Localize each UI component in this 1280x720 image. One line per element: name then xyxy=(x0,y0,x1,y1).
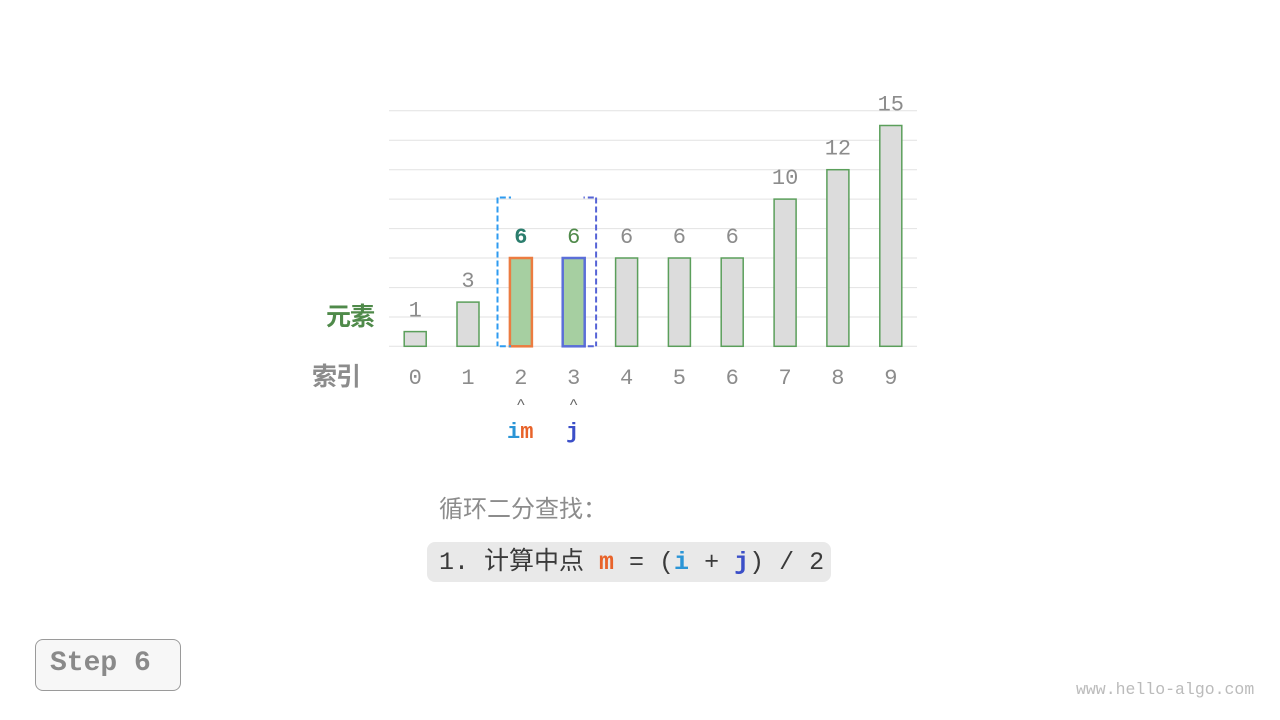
svg-text:6: 6 xyxy=(673,225,686,250)
svg-text:9: 9 xyxy=(884,366,897,391)
svg-text:7: 7 xyxy=(778,366,791,391)
svg-text:1: 1 xyxy=(409,299,422,324)
svg-text:6: 6 xyxy=(514,225,527,250)
svg-text:3: 3 xyxy=(461,269,474,294)
svg-text:6: 6 xyxy=(726,366,739,391)
svg-text:2: 2 xyxy=(514,366,527,391)
svg-text:6: 6 xyxy=(567,225,580,250)
svg-text:5: 5 xyxy=(673,366,686,391)
svg-text:12: 12 xyxy=(825,137,851,162)
svg-text:1: 1 xyxy=(461,366,474,391)
svg-text:8: 8 xyxy=(831,366,844,391)
svg-text:4: 4 xyxy=(620,366,633,391)
svg-text:10: 10 xyxy=(772,166,798,191)
svg-text:0: 0 xyxy=(409,366,422,391)
svg-text:6: 6 xyxy=(726,225,739,250)
svg-text:3: 3 xyxy=(567,366,580,391)
svg-text:15: 15 xyxy=(878,93,904,118)
svg-text:6: 6 xyxy=(620,225,633,250)
